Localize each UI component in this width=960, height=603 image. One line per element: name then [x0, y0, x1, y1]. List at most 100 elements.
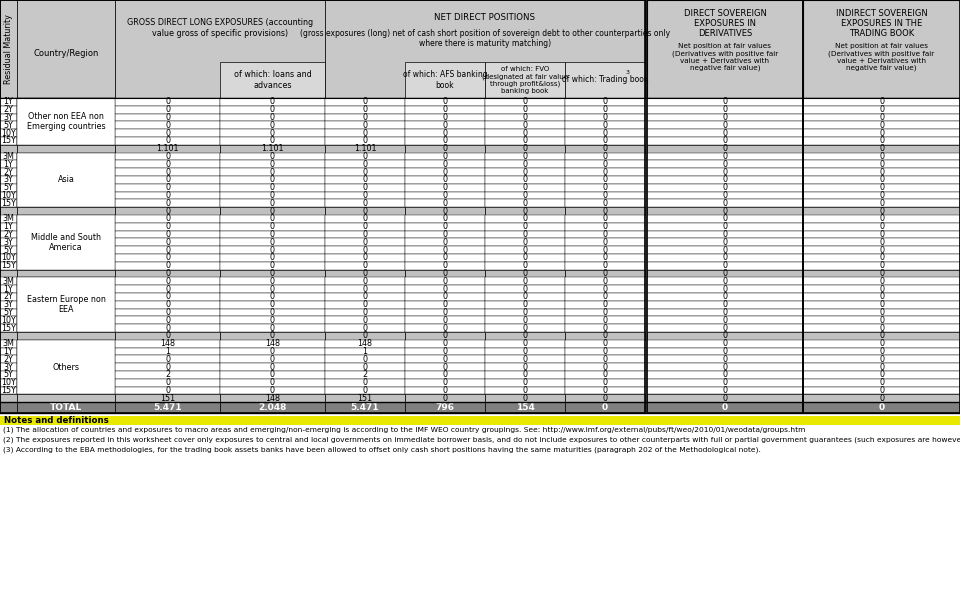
- Text: 0: 0: [363, 128, 368, 137]
- Text: 0: 0: [165, 332, 170, 341]
- Bar: [325, 270, 405, 277]
- Text: 5Y: 5Y: [4, 121, 13, 130]
- Text: 0: 0: [722, 403, 728, 412]
- Bar: [325, 230, 405, 238]
- Bar: [0, 153, 17, 160]
- Bar: [220, 223, 325, 230]
- Bar: [647, 402, 803, 413]
- Bar: [565, 223, 645, 230]
- Bar: [115, 363, 220, 371]
- Text: 0: 0: [270, 378, 275, 387]
- Text: INDIRECT SOVEREIGN
EXPOSURES IN THE
TRADING BOOK: INDIRECT SOVEREIGN EXPOSURES IN THE TRAD…: [835, 8, 927, 39]
- Bar: [405, 238, 485, 246]
- Text: 0: 0: [522, 183, 527, 192]
- Bar: [0, 293, 17, 301]
- Bar: [803, 137, 960, 145]
- Bar: [485, 394, 565, 402]
- Bar: [405, 137, 485, 145]
- Text: 0: 0: [879, 199, 884, 208]
- Bar: [220, 62, 325, 98]
- Text: 3M: 3M: [3, 215, 14, 223]
- Text: 0: 0: [879, 324, 884, 333]
- Text: 0: 0: [879, 245, 884, 254]
- Bar: [115, 223, 220, 230]
- Text: 0: 0: [522, 152, 527, 161]
- Bar: [565, 301, 645, 309]
- Text: 2Y: 2Y: [4, 105, 13, 114]
- Bar: [0, 332, 17, 340]
- Text: 0: 0: [522, 199, 527, 208]
- Bar: [0, 309, 17, 317]
- Bar: [0, 0, 960, 98]
- Bar: [115, 192, 220, 200]
- Text: 0: 0: [522, 347, 527, 356]
- Bar: [405, 153, 485, 160]
- Bar: [17, 293, 115, 301]
- Bar: [405, 129, 485, 137]
- Text: 0: 0: [879, 113, 884, 122]
- Text: 0: 0: [443, 168, 447, 177]
- Text: 0: 0: [443, 378, 447, 387]
- Bar: [565, 317, 645, 324]
- Bar: [115, 293, 220, 301]
- Bar: [485, 98, 565, 106]
- Text: 0: 0: [723, 261, 728, 270]
- Text: 0: 0: [443, 339, 447, 348]
- Text: 0: 0: [270, 191, 275, 200]
- Text: 0: 0: [879, 355, 884, 364]
- Bar: [325, 184, 405, 192]
- Bar: [647, 340, 803, 347]
- Bar: [405, 145, 485, 153]
- Bar: [485, 129, 565, 137]
- Text: 0: 0: [270, 253, 275, 262]
- Text: 0: 0: [522, 168, 527, 177]
- Text: 0: 0: [522, 136, 527, 145]
- Bar: [485, 238, 565, 246]
- Bar: [803, 168, 960, 176]
- Bar: [803, 160, 960, 168]
- Bar: [485, 137, 565, 145]
- Bar: [647, 270, 803, 277]
- Text: 0: 0: [270, 222, 275, 231]
- Text: 1.101: 1.101: [156, 144, 179, 153]
- Bar: [485, 254, 565, 262]
- Bar: [17, 200, 115, 207]
- Text: 0: 0: [603, 160, 608, 169]
- Bar: [325, 121, 405, 129]
- Text: 0: 0: [270, 230, 275, 239]
- Bar: [565, 200, 645, 207]
- Bar: [325, 207, 405, 215]
- Bar: [0, 285, 17, 293]
- Text: 0: 0: [723, 277, 728, 286]
- Text: Residual Maturity: Residual Maturity: [4, 14, 13, 84]
- Text: 0: 0: [270, 362, 275, 371]
- Bar: [17, 371, 115, 379]
- Bar: [115, 387, 220, 394]
- Bar: [405, 355, 485, 363]
- Text: 0: 0: [522, 269, 527, 278]
- Bar: [647, 176, 803, 184]
- Text: 5Y: 5Y: [4, 245, 13, 254]
- Bar: [565, 324, 645, 332]
- Text: 0: 0: [723, 253, 728, 262]
- Text: 0: 0: [603, 269, 608, 278]
- Bar: [405, 113, 485, 121]
- Text: (1) The allocation of countries and exposures to macro areas and emerging/non-em: (1) The allocation of countries and expo…: [3, 427, 805, 433]
- Bar: [115, 113, 220, 121]
- Text: 0: 0: [879, 362, 884, 371]
- Bar: [325, 176, 405, 184]
- Text: 0: 0: [879, 98, 884, 106]
- Text: 0: 0: [165, 191, 170, 200]
- Bar: [0, 340, 17, 347]
- Bar: [115, 347, 220, 355]
- Bar: [405, 277, 485, 285]
- Text: 0: 0: [443, 362, 447, 371]
- Bar: [485, 223, 565, 230]
- Bar: [647, 363, 803, 371]
- Text: 0: 0: [270, 105, 275, 114]
- Text: 0: 0: [879, 370, 884, 379]
- Text: 796: 796: [436, 403, 454, 412]
- Bar: [565, 285, 645, 293]
- Text: 0: 0: [522, 261, 527, 270]
- Bar: [647, 98, 803, 106]
